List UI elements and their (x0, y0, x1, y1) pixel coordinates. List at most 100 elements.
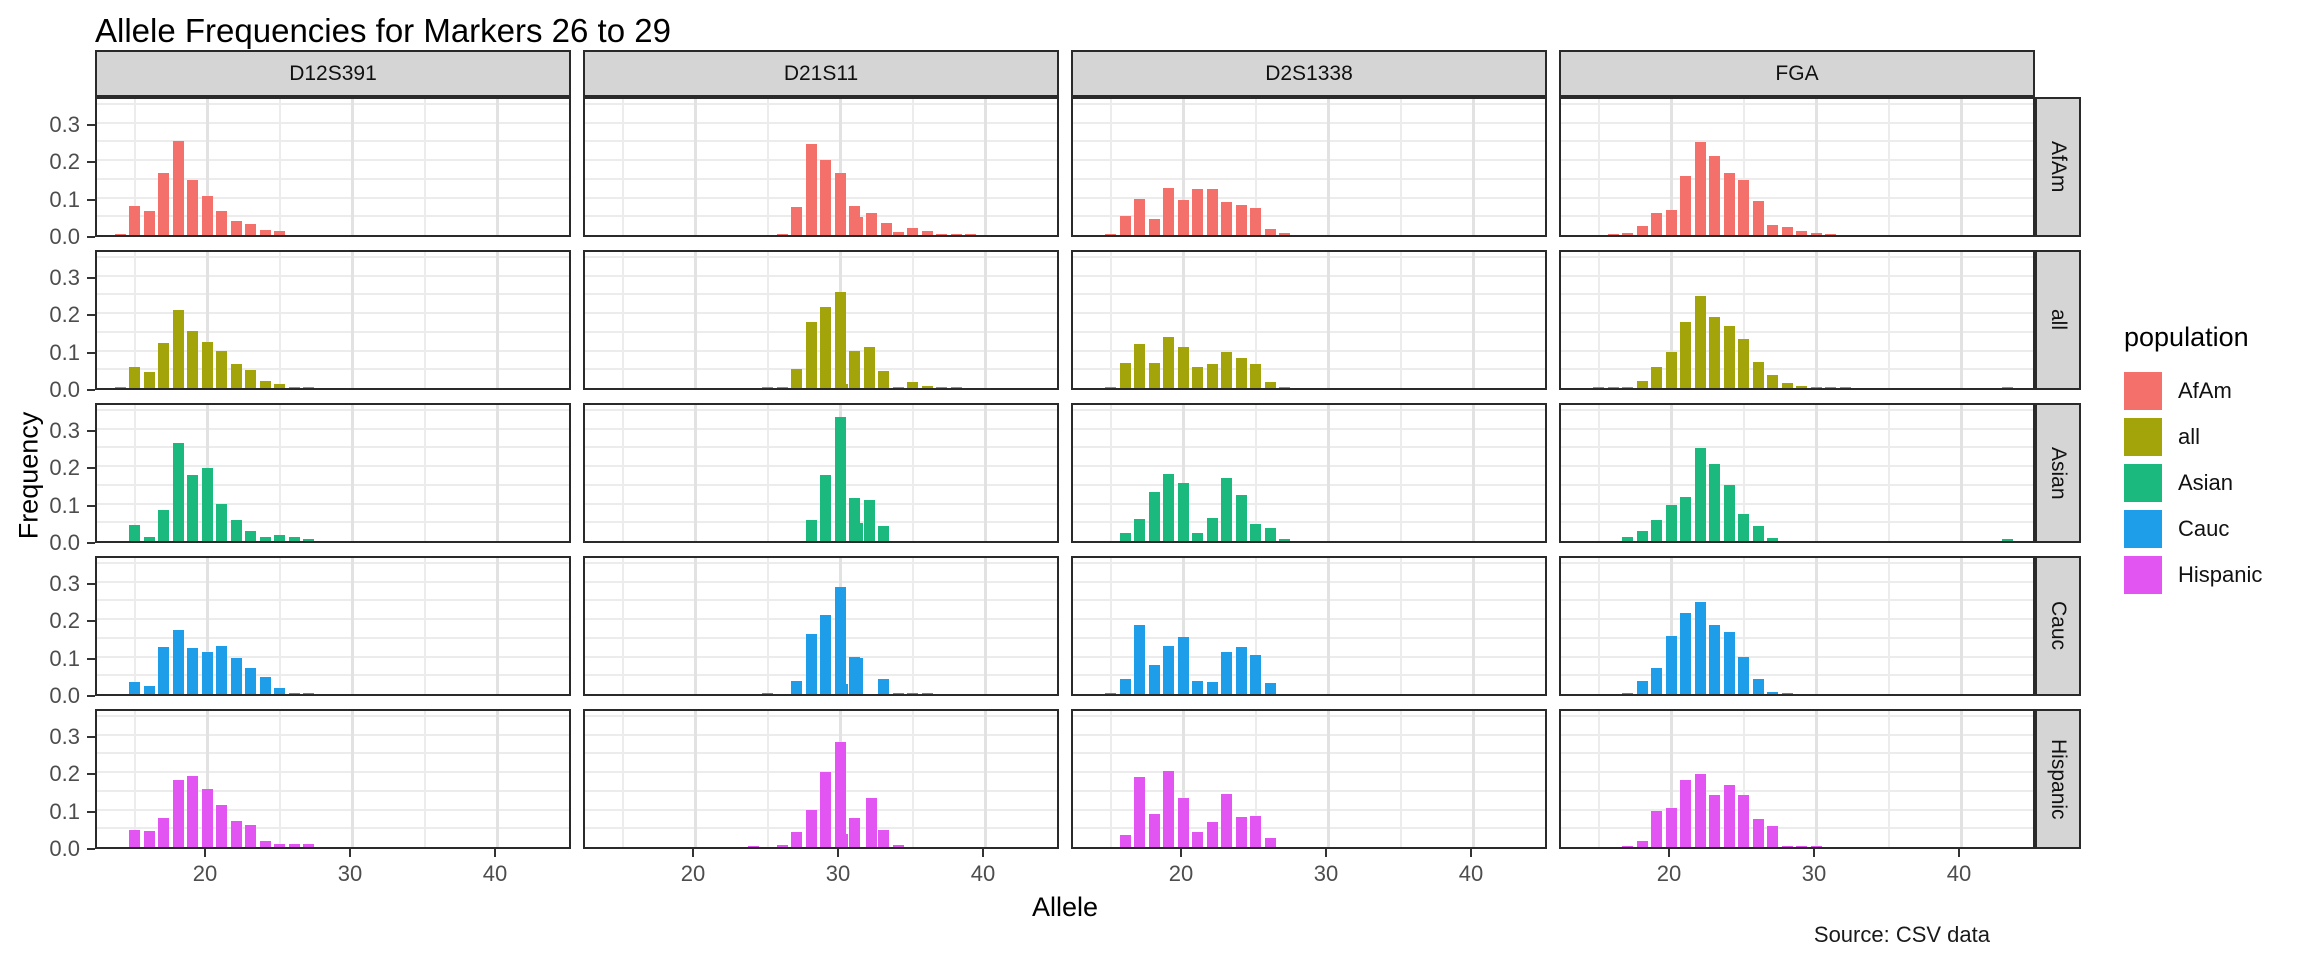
bar-D21S11-Asian-31.2 (851, 523, 863, 541)
bar-D12S391-Hispanic-18 (172, 779, 184, 847)
gridline-vertical-minor (1399, 558, 1402, 694)
bar-D12S391-all-19 (187, 331, 199, 388)
bar-D12S391-AfAm-25 (274, 231, 286, 235)
x-tick (837, 849, 840, 857)
bar-FGA-all-27 (1767, 374, 1779, 388)
gridline-horizontal (97, 561, 569, 564)
gridline-horizontal (1561, 655, 2033, 658)
y-tick (87, 657, 95, 660)
bar-D21S11-AfAm-28 (805, 144, 817, 235)
facet-panel-FGA-AfAm (1559, 97, 2035, 237)
gridline-horizontal (1073, 427, 1545, 430)
y-tick-label: 0.0 (49, 683, 80, 708)
bar-D2S1338-Cauc-26 (1264, 682, 1276, 694)
bar-FGA-AfAm-26 (1752, 201, 1764, 235)
gridline-vertical-minor (278, 711, 281, 847)
gridline-vertical-minor (1597, 99, 1600, 235)
bar-D21S11-Asian-32 (863, 499, 875, 541)
gridline-vertical-major (205, 252, 209, 388)
y-tick (87, 848, 95, 850)
x-tick-label: 40 (1946, 861, 1972, 886)
y-tick (87, 123, 95, 126)
bar-FGA-all-23 (1709, 316, 1721, 388)
bar-D12S391-Cauc-15 (129, 682, 141, 694)
gridline-vertical-minor (1544, 252, 1545, 388)
bar-D2S1338-AfAm-24 (1235, 205, 1247, 235)
bar-D2S1338-AfAm-23 (1221, 202, 1233, 235)
bar-FGA-Hispanic-19 (1651, 811, 1663, 847)
facet-panel-D21S11-all (583, 250, 1059, 390)
gridline-horizontal (97, 502, 569, 505)
facet-panel-D2S1338-Cauc (1071, 556, 1547, 696)
bar-D12S391-Asian-19 (187, 474, 199, 541)
gridline-horizontal (97, 159, 569, 161)
legend-swatch-Cauc (2124, 510, 2162, 548)
y-tick-label: 0.0 (49, 836, 80, 861)
gridline-horizontal (97, 580, 569, 583)
bar-FGA-all-43.2 (2001, 386, 2013, 388)
gridline-horizontal (1561, 368, 2033, 371)
gridline-vertical-major (1471, 711, 1475, 847)
bar-D12S391-Asian-18 (172, 442, 184, 541)
bar-FGA-Cauc-18 (1636, 681, 1648, 694)
bar-D12S391-Asian-16 (143, 536, 155, 541)
bar-D12S391-Hispanic-23 (245, 825, 257, 847)
gridline-horizontal (1561, 733, 2033, 736)
bar-D21S11-Cauc-27 (791, 680, 803, 694)
gridline-vertical-major (495, 252, 499, 388)
gridline-vertical-major (838, 99, 842, 235)
gridline-horizontal (1561, 349, 2033, 352)
gridline-vertical-minor (1597, 711, 1600, 847)
bar-D21S11-Hispanic-30 (834, 742, 846, 847)
bar-FGA-Asian-19 (1651, 520, 1663, 541)
bar-D12S391-Hispanic-15 (129, 830, 141, 847)
gridline-horizontal (1561, 714, 2033, 717)
bar-D2S1338-Hispanic-18 (1148, 814, 1160, 847)
gridline-horizontal (97, 215, 569, 218)
gridline-horizontal (585, 408, 1057, 411)
facet-row-strip-AfAm: AfAm (2035, 97, 2081, 237)
gridline-vertical-minor (1887, 405, 1890, 541)
bar-FGA-all-16 (1607, 386, 1619, 388)
facet-panel-D21S11-Asian (583, 403, 1059, 543)
facet-panel-D12S391-AfAm (95, 97, 571, 237)
bar-FGA-all-19 (1651, 367, 1663, 388)
gridline-horizontal (1561, 618, 2033, 620)
bar-D12S391-all-27 (303, 386, 315, 388)
gridline-horizontal (585, 255, 1057, 258)
gridline-horizontal (1073, 827, 1545, 830)
gridline-vertical-major (983, 252, 987, 388)
facet-panel-D12S391-all (95, 250, 571, 390)
bar-D21S11-Hispanic-32.2 (866, 798, 878, 847)
gridline-horizontal (1561, 752, 2033, 755)
gridline-vertical-major (495, 558, 499, 694)
gridline-vertical-major (1181, 405, 1185, 541)
bar-FGA-all-22 (1694, 296, 1706, 388)
x-axis-title: Allele (1032, 892, 1099, 922)
bar-D12S391-Hispanic-20 (201, 788, 213, 847)
gridline-horizontal (97, 255, 569, 258)
gridline-vertical-minor (1056, 252, 1057, 388)
gridline-horizontal (97, 140, 569, 143)
gridline-vertical-major (983, 99, 987, 235)
bar-D21S11-Cauc-30 (834, 587, 846, 694)
gridline-horizontal (1561, 808, 2033, 811)
facet-panel-FGA-all (1559, 250, 2035, 390)
gridline-horizontal (1561, 408, 2033, 411)
gridline-vertical-major (495, 405, 499, 541)
gridline-horizontal (1073, 102, 1545, 105)
gridline-vertical-minor (423, 558, 426, 694)
gridline-vertical-minor (1056, 711, 1057, 847)
gridline-vertical-minor (278, 99, 281, 235)
bar-D12S391-all-26 (288, 386, 300, 388)
gridline-vertical-minor (133, 99, 136, 235)
bar-D21S11-all-37 (936, 386, 948, 388)
bar-D2S1338-Asian-25 (1250, 523, 1262, 541)
plot-title: Allele Frequencies for Markers 26 to 29 (95, 12, 671, 49)
y-tick-label: 0.1 (49, 645, 80, 671)
gridline-horizontal (1073, 521, 1545, 524)
bar-D2S1338-all-26 (1264, 382, 1276, 388)
gridline-horizontal (585, 599, 1057, 602)
bar-D2S1338-Hispanic-25 (1250, 816, 1262, 847)
